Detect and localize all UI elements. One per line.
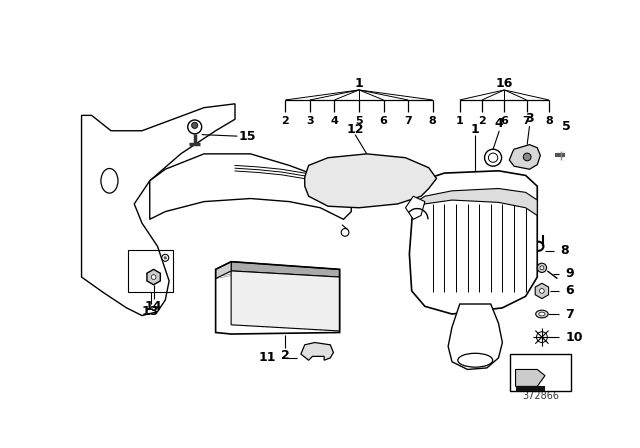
Text: 15: 15	[239, 129, 256, 142]
Polygon shape	[301, 343, 333, 360]
Polygon shape	[448, 304, 502, 370]
Text: 6: 6	[565, 284, 574, 297]
Polygon shape	[406, 196, 425, 220]
Ellipse shape	[341, 228, 349, 236]
Polygon shape	[147, 269, 161, 285]
Polygon shape	[413, 189, 537, 215]
Polygon shape	[231, 262, 340, 277]
Text: 3: 3	[525, 112, 534, 125]
Text: 3: 3	[306, 116, 314, 126]
Polygon shape	[81, 104, 235, 315]
Text: 5: 5	[563, 121, 571, 134]
Polygon shape	[535, 283, 548, 299]
Text: 5: 5	[355, 116, 363, 126]
Polygon shape	[305, 154, 436, 208]
Text: 7: 7	[523, 116, 531, 126]
Text: 2: 2	[478, 116, 486, 126]
FancyBboxPatch shape	[516, 386, 545, 391]
FancyBboxPatch shape	[510, 354, 571, 391]
Polygon shape	[410, 171, 537, 314]
Ellipse shape	[540, 289, 544, 293]
Text: 12: 12	[346, 123, 364, 136]
Text: 6: 6	[380, 116, 387, 126]
Text: 7: 7	[565, 307, 574, 320]
Ellipse shape	[101, 168, 118, 193]
Text: 2: 2	[281, 349, 290, 362]
Ellipse shape	[488, 153, 498, 162]
Text: 7: 7	[404, 116, 412, 126]
Text: 11: 11	[259, 351, 276, 364]
Polygon shape	[150, 154, 351, 220]
Ellipse shape	[484, 149, 502, 166]
Text: 8: 8	[561, 244, 569, 258]
Polygon shape	[216, 262, 231, 279]
Text: 372866: 372866	[522, 391, 559, 401]
Polygon shape	[509, 145, 540, 169]
Text: 4: 4	[330, 116, 339, 126]
Text: 1: 1	[355, 78, 364, 90]
Ellipse shape	[540, 266, 544, 270]
Ellipse shape	[539, 312, 545, 316]
Ellipse shape	[151, 275, 156, 280]
Text: 6: 6	[500, 116, 508, 126]
Ellipse shape	[191, 122, 198, 129]
Ellipse shape	[162, 254, 169, 261]
Text: 9: 9	[565, 267, 574, 280]
Text: 2: 2	[282, 116, 289, 126]
Ellipse shape	[188, 120, 202, 134]
Text: 1: 1	[471, 123, 479, 136]
Text: 4: 4	[495, 116, 504, 129]
Ellipse shape	[536, 310, 548, 318]
Text: 13: 13	[142, 305, 159, 318]
Ellipse shape	[524, 153, 531, 161]
Text: 10: 10	[565, 331, 582, 344]
Ellipse shape	[537, 263, 547, 272]
Ellipse shape	[164, 256, 167, 259]
Text: 1: 1	[456, 116, 463, 126]
Polygon shape	[516, 370, 545, 386]
Polygon shape	[231, 271, 340, 331]
Ellipse shape	[458, 353, 493, 367]
Text: 14: 14	[145, 300, 163, 313]
Text: 16: 16	[495, 78, 513, 90]
Text: 8: 8	[545, 116, 553, 126]
Text: 8: 8	[429, 116, 436, 126]
